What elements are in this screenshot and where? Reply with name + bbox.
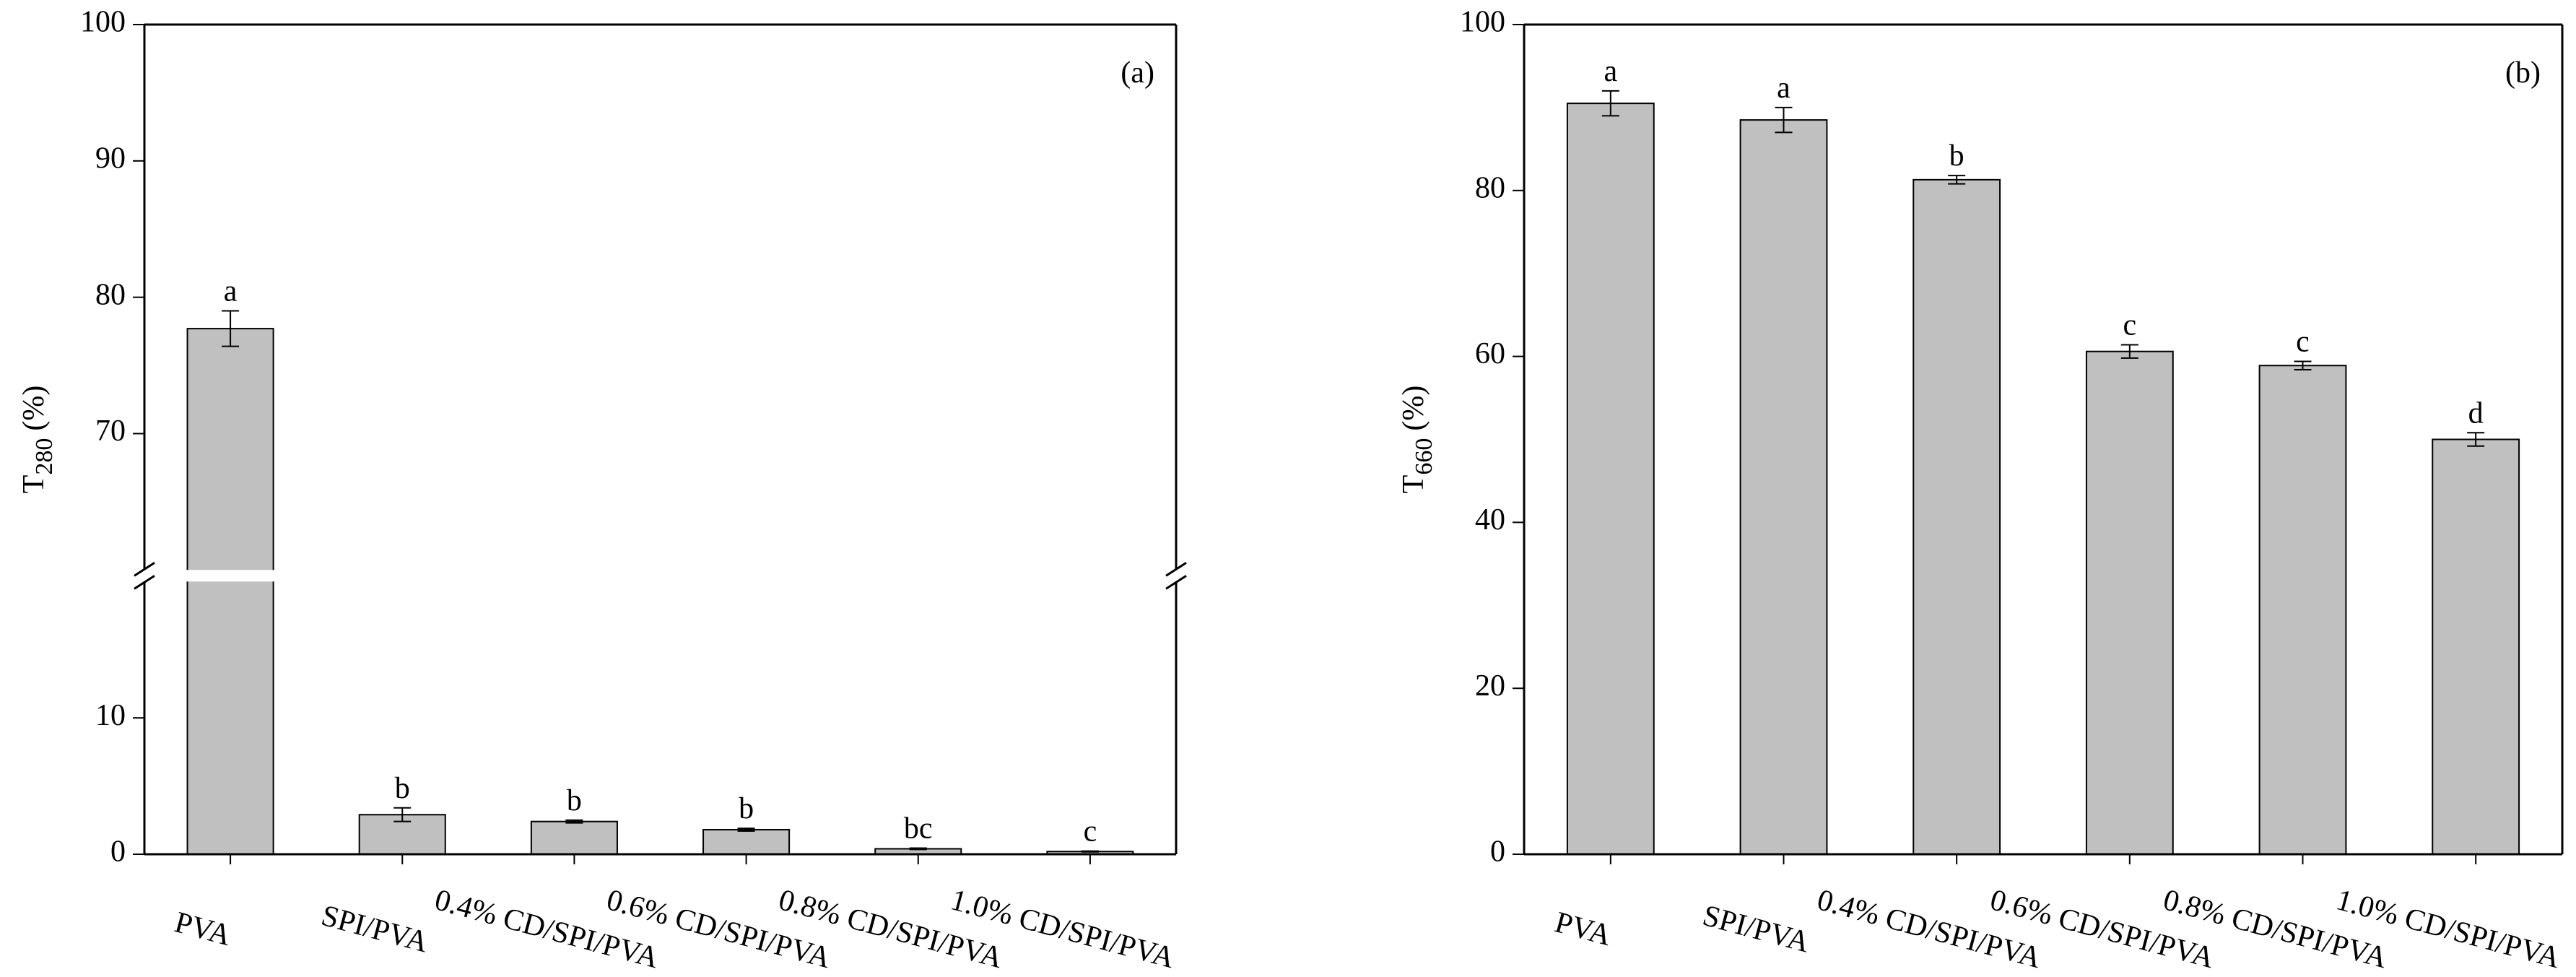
panel-label: (a) [1121, 56, 1154, 90]
y-tick-label: 70 [95, 414, 126, 448]
y-tick-label: 100 [1460, 6, 1505, 39]
significance-letter: b [567, 784, 582, 817]
bar [1913, 178, 2001, 856]
significance-letter: c [2296, 325, 2310, 358]
y-tick-label: 60 [1475, 337, 1505, 370]
y-tick-label: 100 [80, 6, 126, 39]
y-tick-label: 20 [1475, 669, 1505, 703]
y-label-subscript: 280 [31, 438, 58, 475]
bar [1739, 119, 1828, 855]
significance-letter: bc [904, 812, 933, 846]
break-mark [134, 575, 155, 590]
y-tick-label: 90 [95, 142, 126, 175]
bar [186, 328, 274, 855]
break-mark [134, 562, 155, 577]
bar [702, 829, 791, 856]
x-tick-label: SPI/PVA [318, 899, 432, 960]
bar [2258, 365, 2347, 855]
significance-letter: a [224, 275, 238, 308]
x-tick-label: SPI/PVA [1699, 899, 1813, 960]
y-tick-label: 10 [95, 699, 126, 732]
y-label-unit: (%) [17, 386, 51, 431]
error-bar [1081, 850, 1099, 853]
y-axis-label: T280 (%) [17, 386, 58, 494]
bar [2085, 350, 2174, 855]
significance-letter: b [395, 772, 410, 805]
significance-letter: c [2123, 309, 2137, 342]
y-label-base: T [17, 475, 51, 494]
significance-letter: c [1084, 815, 1097, 848]
error-bar [1601, 90, 1619, 117]
break-mark [1165, 562, 1187, 577]
error-bar [2467, 432, 2485, 447]
bar [2432, 438, 2520, 855]
y-label-base: T [1397, 475, 1430, 494]
error-bar [393, 807, 412, 822]
y-tick-label: 0 [1490, 835, 1505, 869]
y-tick-label: 0 [110, 835, 126, 869]
significance-letter: a [1777, 71, 1790, 105]
error-bar [1775, 106, 1793, 134]
break-mark [1165, 575, 1187, 590]
significance-letter: b [1949, 139, 1964, 173]
y-axis-label: T660 (%) [1397, 386, 1437, 494]
error-bar [737, 828, 755, 832]
y-tick-label: 80 [1475, 171, 1505, 204]
y-tick-label: 80 [95, 278, 126, 311]
bar [530, 820, 618, 856]
panel-label: (b) [2505, 56, 2541, 90]
x-tick-label: PVA [171, 906, 235, 952]
error-bar [909, 847, 927, 851]
y-label-unit: (%) [1397, 386, 1430, 431]
significance-letter: b [739, 792, 754, 825]
x-tick-label: PVA [1552, 906, 1615, 952]
error-bar [1948, 175, 1966, 185]
y-tick-label: 40 [1475, 503, 1505, 537]
axis-break-gap [145, 570, 1175, 582]
error-bar [2120, 344, 2138, 359]
y-label-subscript: 660 [1411, 438, 1437, 475]
bar [1566, 103, 1655, 855]
significance-letter: a [1604, 55, 1618, 88]
error-bar [2294, 360, 2312, 370]
error-bar [565, 819, 583, 824]
error-bar [222, 310, 240, 347]
significance-letter: d [2468, 396, 2484, 430]
